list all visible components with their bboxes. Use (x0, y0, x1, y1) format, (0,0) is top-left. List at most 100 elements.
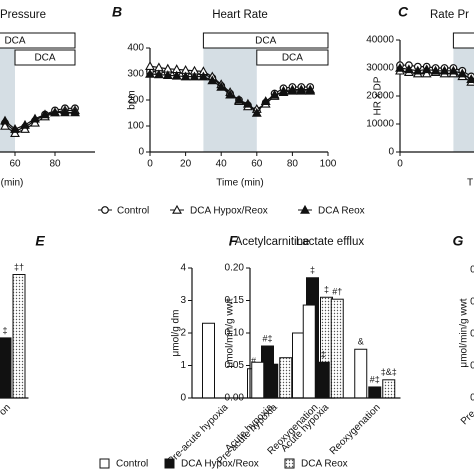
y-tick-label: 0 (388, 147, 394, 158)
marker (242, 98, 253, 108)
marker (278, 87, 289, 96)
bar (316, 361, 330, 399)
x-tick-label: 20 (180, 159, 192, 170)
bar (302, 304, 316, 399)
y-axis-label: μmol/min/g wwt (225, 298, 236, 367)
marker (70, 107, 80, 117)
x-tick-label: 60 (251, 159, 263, 170)
y-tick-label: 0.4 (470, 265, 474, 276)
y-tick-label: 0.20 (225, 263, 245, 274)
y-tick-label: 0 (138, 147, 144, 158)
marker (251, 107, 262, 117)
marker (145, 61, 155, 70)
legend-label: DCA Reox (301, 459, 348, 470)
y-tick-label: 1 (180, 360, 186, 371)
y-tick-label: 0.2 (470, 329, 474, 340)
panel-letter: B (112, 4, 122, 20)
treatment-box (256, 49, 329, 66)
shaded-period (203, 48, 257, 152)
marker (171, 70, 182, 80)
category-label: Reoxygenation (328, 402, 383, 457)
x-tick-label: 40 (216, 159, 228, 170)
legend-label: DCA Hypox/Reox (181, 459, 259, 470)
marker (20, 119, 30, 129)
marker (0, 120, 10, 130)
y-tick-label: 3 (180, 295, 186, 306)
significance-mark: ‡† (14, 262, 24, 272)
marker (20, 123, 30, 133)
significance-mark: ‡ (321, 350, 326, 360)
x-axis-label: (min) (1, 178, 24, 189)
treatment-label: DCA (4, 36, 25, 47)
x-tick-label: 60 (9, 159, 21, 170)
panel-letter: G (453, 233, 464, 249)
significance-mark: & (358, 337, 364, 347)
marker (50, 107, 60, 117)
x-axis-label: Time (min) (216, 178, 263, 189)
y-tick-label: 0.0 (470, 393, 474, 404)
treatment-label: DCA (282, 53, 303, 64)
marker (189, 71, 200, 81)
marker (466, 74, 474, 83)
panel-title: Acetylcarnitine (235, 236, 310, 248)
marker (430, 65, 441, 75)
marker (448, 65, 459, 75)
y-tick-label: 40000 (366, 35, 394, 46)
significance-mark: ‡&‡ (381, 367, 397, 377)
marker (10, 123, 20, 133)
legend-label: Control (117, 206, 149, 217)
marker (30, 117, 40, 127)
legend-label: DCA Hypox/Reox (190, 206, 268, 217)
treatment-label: DCA (34, 53, 55, 64)
marker (180, 71, 191, 81)
y-tick-label: 0.10 (225, 328, 245, 339)
bar (292, 332, 305, 399)
category-label: Pre-a (459, 402, 474, 427)
y-tick-label: 200 (127, 95, 144, 106)
legend-swatch (164, 458, 175, 469)
category-label: on (0, 402, 13, 418)
y-tick-label: 30000 (366, 63, 394, 74)
panel-title: Rate Pr (430, 9, 469, 21)
y-tick-label: 0 (180, 393, 186, 404)
marker (30, 113, 40, 123)
treatment-label: DCA (255, 36, 276, 47)
legend-label: DCA Reox (318, 206, 365, 217)
marker (403, 64, 414, 74)
panel-letter: E (35, 233, 45, 249)
significance-mark: #‡ (262, 333, 272, 343)
marker (0, 115, 10, 125)
treatment-box (14, 49, 76, 66)
marker (40, 109, 50, 119)
bar (368, 386, 382, 399)
significance-mark: # (307, 292, 312, 302)
legend-label: Control (116, 459, 148, 470)
bar (279, 357, 293, 399)
y-tick-label: 100 (127, 121, 144, 132)
marker (421, 64, 432, 74)
treatment-box (202, 32, 329, 49)
y-tick-label: 2 (180, 328, 186, 339)
bar (12, 274, 26, 399)
marker (287, 85, 298, 95)
y-tick-label: 400 (127, 43, 144, 54)
y-axis-label: HR x DP (373, 76, 384, 115)
legend-swatch (99, 458, 110, 469)
marker (225, 89, 236, 99)
marker (421, 68, 432, 78)
y-tick-label: 0.15 (225, 295, 245, 306)
bar (354, 348, 368, 399)
panel-letter: F (229, 233, 238, 249)
y-tick-label: 10000 (366, 119, 394, 130)
marker (234, 94, 244, 104)
y-tick-label: 300 (127, 69, 144, 80)
x-tick-label: 0 (397, 159, 403, 170)
marker (216, 81, 227, 91)
significance-mark: ‡ (310, 265, 315, 275)
bar (202, 322, 215, 399)
treatment-box (452, 32, 474, 49)
y-tick-label: 0.3 (470, 297, 474, 308)
panel-title: Lactate efflux (296, 236, 364, 248)
